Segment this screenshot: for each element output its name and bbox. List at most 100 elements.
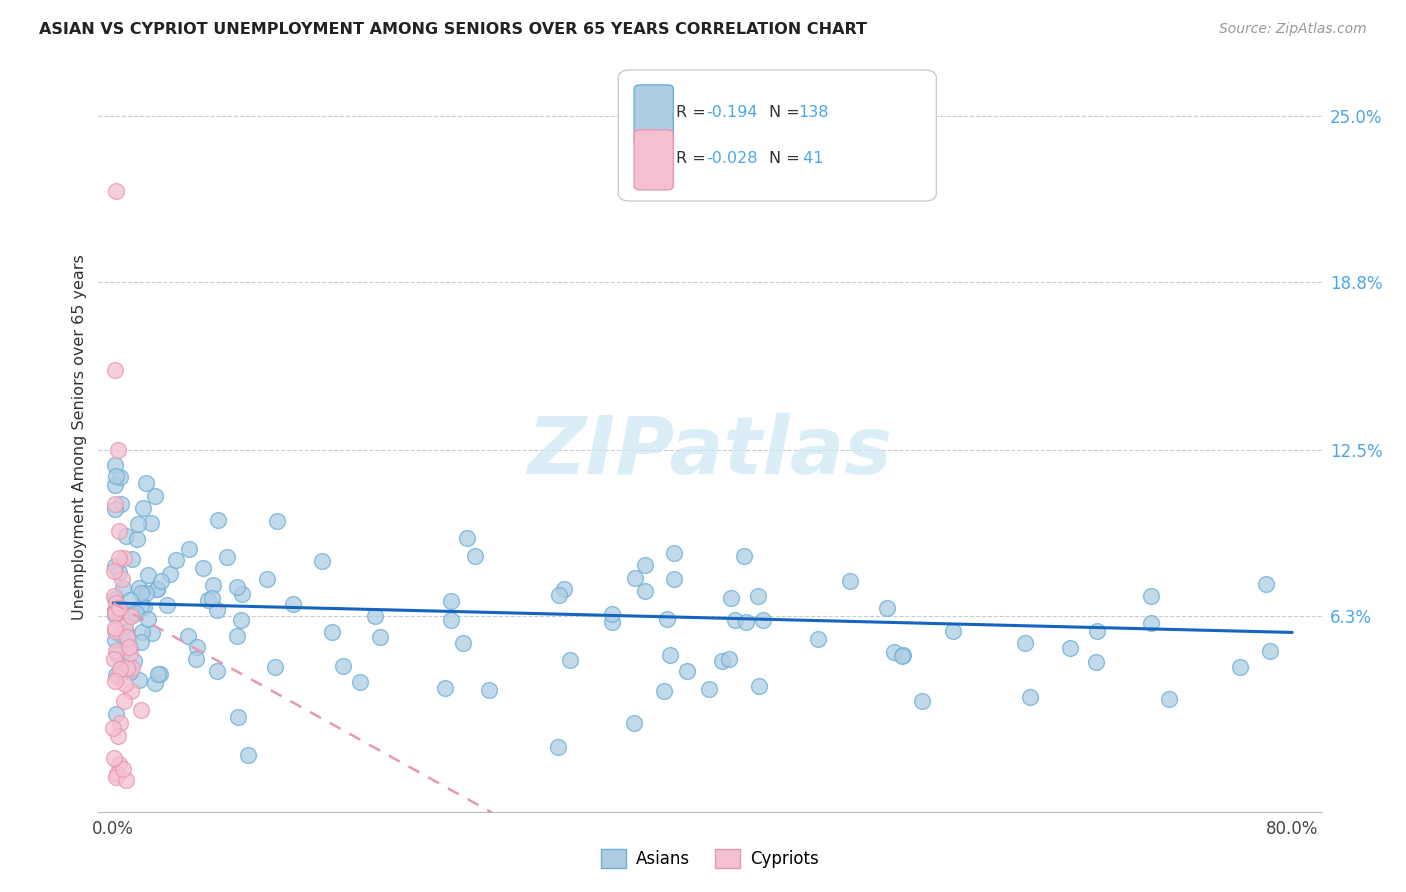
Point	[104, 469, 127, 483]
Point	[748, 679, 770, 693]
Point	[128, 581, 150, 595]
Point	[143, 676, 166, 690]
Point	[659, 648, 682, 662]
Point	[117, 632, 139, 646]
Point	[143, 489, 166, 503]
Point	[105, 770, 128, 784]
Point	[131, 625, 153, 640]
Point	[103, 722, 125, 736]
Point	[735, 615, 758, 630]
Point	[600, 607, 623, 621]
Point	[131, 703, 153, 717]
Point	[226, 580, 249, 594]
Point	[655, 612, 678, 626]
Point	[136, 568, 159, 582]
Point	[1258, 643, 1281, 657]
Point	[107, 729, 129, 743]
Point	[108, 524, 131, 538]
Point	[120, 609, 142, 624]
FancyBboxPatch shape	[619, 70, 936, 201]
Text: ZIPatlas: ZIPatlas	[527, 413, 893, 491]
Point	[311, 554, 333, 568]
Point	[165, 553, 187, 567]
Text: R =: R =	[676, 105, 710, 120]
Point	[876, 601, 898, 615]
Point	[205, 664, 228, 678]
Point	[553, 582, 575, 597]
Point	[1085, 655, 1108, 669]
Point	[440, 613, 463, 627]
Point	[664, 572, 686, 586]
Point	[201, 591, 224, 605]
Point	[108, 716, 131, 731]
Point	[1014, 636, 1036, 650]
Point	[624, 571, 647, 585]
Point	[1139, 615, 1161, 630]
Point	[103, 652, 125, 666]
Point	[135, 586, 157, 600]
Point	[105, 604, 128, 618]
Point	[136, 612, 159, 626]
Point	[115, 630, 138, 644]
Point	[104, 478, 127, 492]
Point	[883, 645, 905, 659]
Point	[122, 654, 145, 668]
Point	[108, 756, 131, 771]
Point	[634, 558, 657, 572]
Point	[115, 661, 138, 675]
Point	[838, 574, 860, 588]
Point	[103, 589, 125, 603]
Point	[105, 767, 128, 781]
Point	[131, 585, 153, 599]
Point	[231, 587, 253, 601]
Point	[104, 596, 127, 610]
Text: ASIAN VS CYPRIOT UNEMPLOYMENT AMONG SENIORS OVER 65 YEARS CORRELATION CHART: ASIAN VS CYPRIOT UNEMPLOYMENT AMONG SENI…	[39, 22, 868, 37]
Point	[114, 618, 136, 632]
Point	[197, 592, 219, 607]
Point	[104, 674, 127, 689]
Point	[108, 566, 131, 580]
Point	[807, 632, 830, 646]
Point	[634, 583, 657, 598]
Point	[236, 747, 259, 762]
Point	[266, 515, 288, 529]
Point	[720, 591, 742, 605]
Point	[623, 715, 645, 730]
Text: -0.028: -0.028	[706, 151, 758, 166]
Point	[186, 640, 208, 654]
Point	[364, 609, 387, 624]
Point	[120, 593, 142, 607]
Point	[321, 624, 343, 639]
Point	[548, 588, 571, 602]
Point	[114, 677, 136, 691]
Point	[697, 681, 720, 696]
Point	[128, 673, 150, 688]
Point	[451, 636, 474, 650]
Point	[108, 601, 131, 615]
Point	[1157, 691, 1180, 706]
Point	[104, 363, 127, 377]
Point	[110, 652, 132, 666]
Point	[159, 567, 181, 582]
Point	[110, 497, 132, 511]
Point	[205, 603, 228, 617]
Point	[104, 607, 127, 622]
Point	[104, 621, 127, 635]
Point	[104, 558, 127, 573]
Point	[104, 592, 127, 607]
Point	[547, 740, 569, 755]
Text: 41: 41	[799, 151, 824, 166]
Point	[149, 574, 172, 588]
Point	[747, 589, 769, 603]
Point	[283, 597, 305, 611]
Point	[125, 532, 148, 546]
Point	[105, 644, 128, 658]
Point	[104, 607, 127, 621]
Point	[149, 666, 172, 681]
Point	[110, 605, 132, 619]
Point	[105, 184, 128, 198]
Point	[104, 502, 127, 516]
Point	[104, 458, 127, 473]
Point	[112, 694, 135, 708]
Point	[120, 646, 142, 660]
